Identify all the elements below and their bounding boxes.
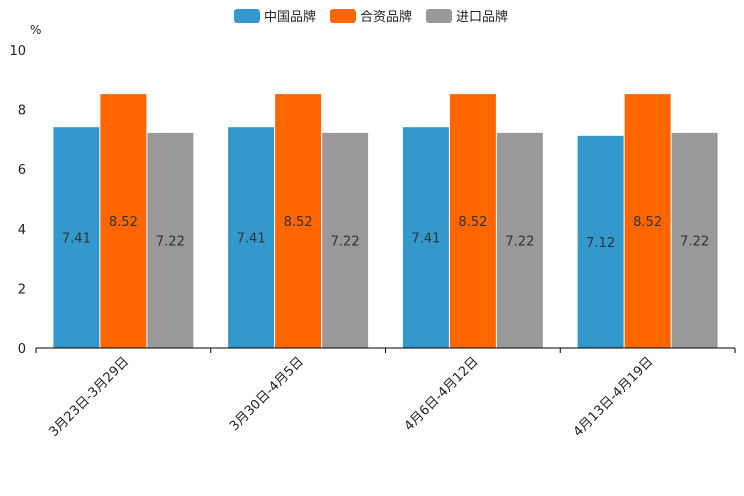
data-label: 7.41 <box>237 232 266 247</box>
y-axis-unit-label: % <box>30 23 41 37</box>
bar <box>100 94 147 348</box>
bar <box>322 132 369 348</box>
bar <box>624 94 671 348</box>
y-tick-label: 4 <box>18 223 26 238</box>
legend-item[interactable]: 进口品牌 <box>426 9 508 25</box>
bar <box>577 135 624 348</box>
y-tick-label: 6 <box>18 163 26 178</box>
data-label: 7.22 <box>156 234 185 249</box>
data-label: 8.52 <box>633 215 662 230</box>
legend-label: 进口品牌 <box>456 9 508 25</box>
legend-item[interactable]: 中国品牌 <box>234 9 316 25</box>
data-label: 7.22 <box>331 234 360 249</box>
data-label: 7.41 <box>62 232 91 247</box>
bar <box>402 127 449 348</box>
legend-label: 中国品牌 <box>264 9 316 25</box>
data-label: 7.41 <box>411 232 440 247</box>
bar <box>53 127 100 348</box>
data-label: 7.22 <box>680 234 709 249</box>
legend: 中国品牌 合资品牌 进口品牌 <box>234 9 508 25</box>
data-label: 8.52 <box>284 215 313 230</box>
bars <box>53 94 718 348</box>
y-tick-label: 10 <box>9 44 26 59</box>
y-tick-label: 2 <box>18 282 26 297</box>
legend-item[interactable]: 合资品牌 <box>330 9 412 25</box>
x-axis: 3月23日-3月29日 3月30日-4月5日 4月6日-4月12日 4月13日-4月1… <box>35 347 736 440</box>
legend-swatch <box>234 9 260 23</box>
bar <box>671 132 718 348</box>
bar <box>496 132 543 348</box>
x-category-label: 3月23日-3月29日 <box>46 354 132 440</box>
data-labels: 7.41 8.52 7.22 7.41 8.52 7.22 7.41 8.52 7.22 7.12… <box>62 215 709 251</box>
data-label: 7.22 <box>505 234 534 249</box>
data-label: 8.52 <box>109 215 138 230</box>
x-category-label: 4月6日-4月12日 <box>402 354 482 434</box>
data-label: 8.52 <box>458 215 487 230</box>
y-tick-label: 0 <box>18 342 26 357</box>
legend-label: 合资品牌 <box>360 9 412 25</box>
bar <box>147 132 194 348</box>
bar <box>449 94 496 348</box>
bar <box>228 127 275 348</box>
y-axis: 0 2 4 6 8 10 <box>9 44 26 357</box>
x-category-label: 3月30日-4月5日 <box>227 354 307 434</box>
x-category-label: 4月13日-4月19日 <box>571 354 657 440</box>
bar <box>275 94 322 348</box>
legend-swatch <box>330 9 356 23</box>
legend-swatch <box>426 9 452 23</box>
data-label: 7.12 <box>586 236 615 251</box>
y-tick-label: 8 <box>18 104 26 119</box>
